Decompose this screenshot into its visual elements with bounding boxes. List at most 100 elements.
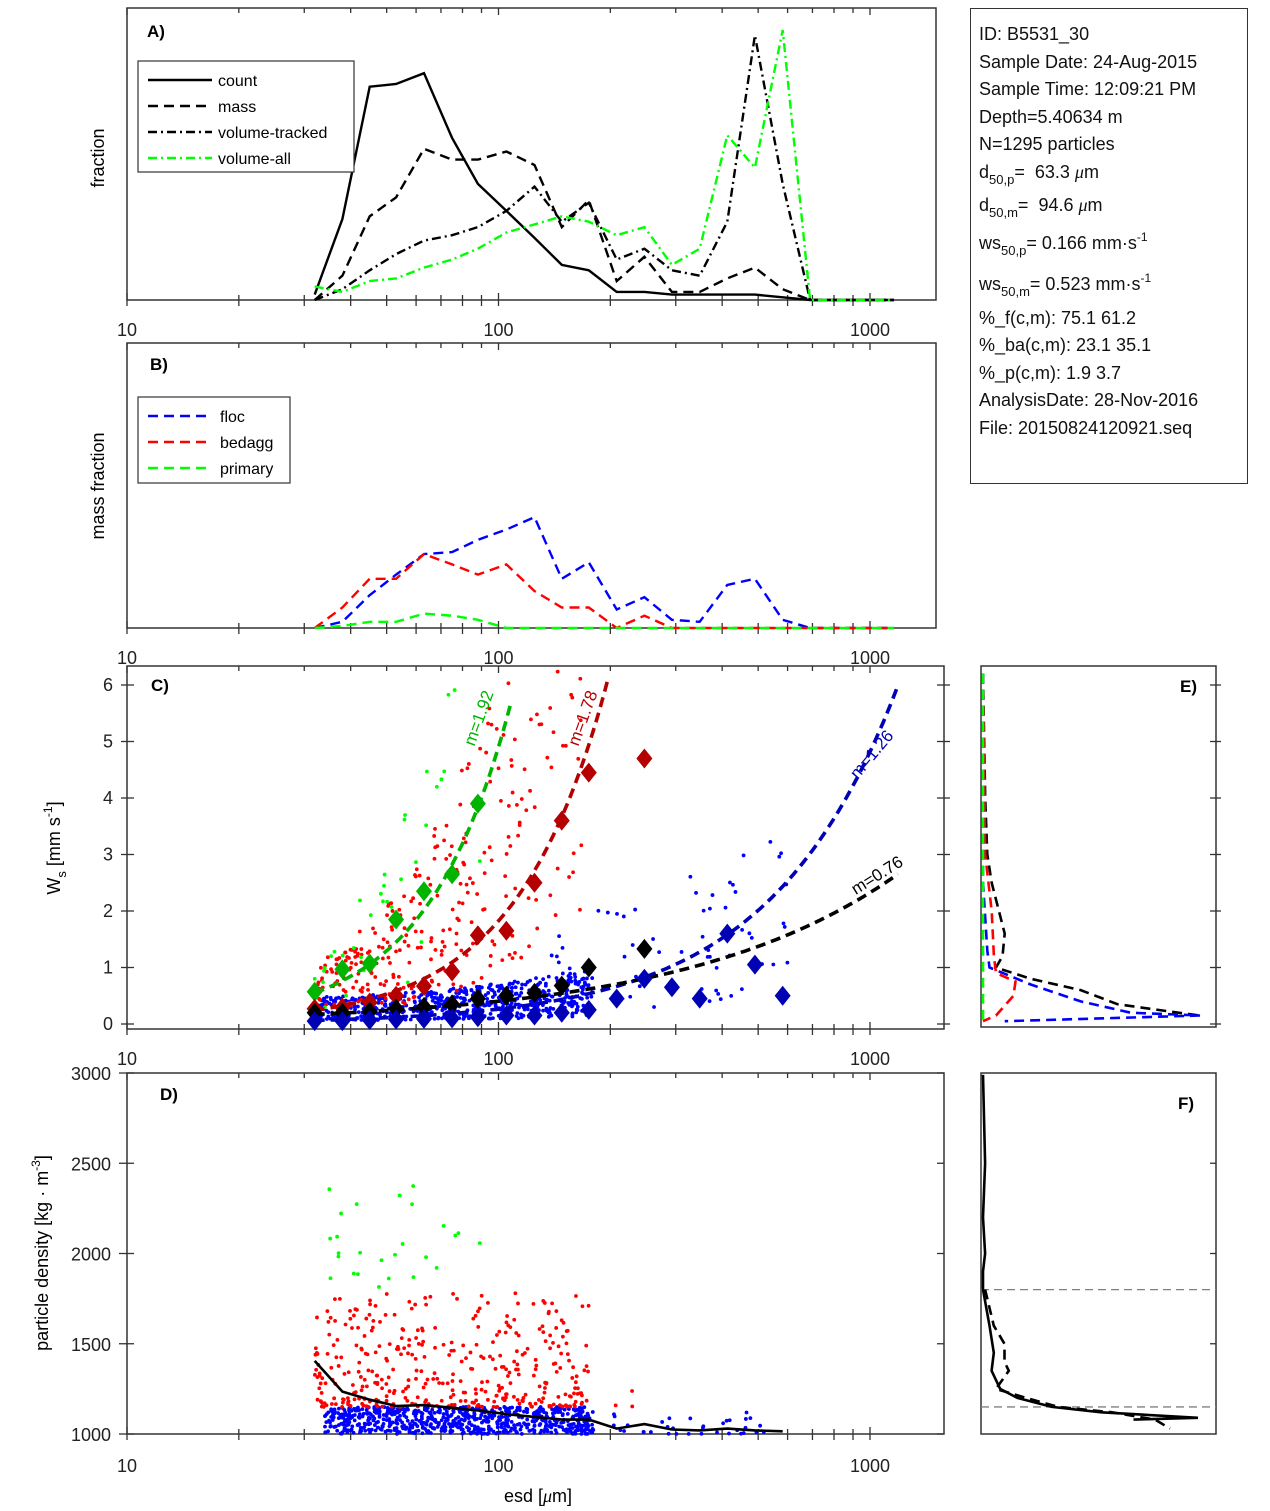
median-diamond-floc bbox=[306, 1011, 323, 1032]
scatter-point-floc bbox=[584, 1431, 588, 1436]
scatter-point-bedagg bbox=[409, 1306, 414, 1311]
scatter-point-floc bbox=[581, 987, 585, 992]
info-particle-count: N=1295 particles bbox=[979, 134, 1115, 154]
scatter-point-floc bbox=[420, 1411, 425, 1416]
scatter-point-primary bbox=[322, 966, 327, 970]
scatter-point-floc bbox=[657, 950, 662, 954]
scatter-point-floc bbox=[495, 1425, 500, 1430]
scatter-point-floc bbox=[436, 1409, 441, 1414]
scatter-point-bedagg bbox=[430, 979, 435, 984]
scatter-point-bedagg bbox=[507, 952, 512, 957]
scatter-point-floc bbox=[357, 1416, 362, 1420]
scatter-point-floc bbox=[451, 1410, 456, 1414]
scatter-point-bedagg bbox=[547, 1309, 551, 1314]
scatter-point-floc bbox=[493, 1004, 498, 1009]
scatter-point-floc bbox=[331, 1015, 336, 1019]
scatter-point-bedagg bbox=[454, 931, 459, 936]
scatter-point-bedagg bbox=[495, 1333, 499, 1337]
scatter-point-floc bbox=[727, 1418, 732, 1423]
scatter-point-floc bbox=[553, 1428, 558, 1433]
scatter-point-floc bbox=[542, 1429, 547, 1434]
scatter-point-bedagg bbox=[385, 913, 389, 918]
scatter-point-bedagg bbox=[541, 1396, 546, 1401]
scatter-point-floc bbox=[758, 1423, 763, 1428]
scatter-point-floc bbox=[341, 994, 346, 999]
median-diamond-floc bbox=[636, 968, 653, 989]
legend-label-floc: floc bbox=[220, 409, 245, 426]
scatter-point-floc bbox=[419, 1421, 424, 1426]
scatter-point-floc bbox=[440, 1016, 444, 1021]
scatter-point-bedagg bbox=[551, 1402, 556, 1407]
scatter-point-floc bbox=[440, 1426, 444, 1431]
scatter-point-bedagg bbox=[384, 1382, 389, 1386]
scatter-point-bedagg bbox=[498, 1353, 503, 1358]
scatter-point-bedagg bbox=[333, 1319, 337, 1323]
scatter-point-floc bbox=[541, 977, 546, 982]
scatter-point-floc bbox=[461, 996, 466, 1001]
scatter-point-floc bbox=[414, 1417, 419, 1422]
scatter-point-floc bbox=[324, 994, 329, 999]
scatter-point-bedagg bbox=[386, 955, 391, 960]
scatter-point-bedagg bbox=[406, 943, 411, 948]
scatter-point-floc bbox=[413, 1414, 418, 1418]
scatter-point-bedagg bbox=[343, 1322, 348, 1327]
scatter-point-bedagg bbox=[390, 909, 395, 913]
scatter-point-bedagg bbox=[447, 1353, 452, 1357]
scatter-point-bedagg bbox=[548, 706, 553, 710]
scatter-point-bedagg bbox=[549, 765, 554, 770]
scatter-point-floc bbox=[480, 1420, 484, 1425]
scatter-point-bedagg bbox=[357, 1360, 362, 1365]
scatter-point-bedagg bbox=[509, 758, 514, 762]
scatter-point-floc bbox=[430, 1426, 435, 1430]
scatter-point-bedagg bbox=[346, 1370, 351, 1375]
scatter-point-floc bbox=[688, 1416, 693, 1421]
scatter-point-floc bbox=[377, 1409, 382, 1414]
scatter-point-bedagg bbox=[350, 1383, 355, 1387]
series-bedagg bbox=[313, 552, 894, 630]
panel-f-axes-box bbox=[980, 1072, 1217, 1435]
scatter-point-floc bbox=[499, 1425, 504, 1430]
scatter-point-floc bbox=[545, 1429, 550, 1434]
scatter-point-floc bbox=[358, 1430, 362, 1435]
scatter-point-bedagg bbox=[491, 1340, 495, 1345]
scatter-point-bedagg bbox=[515, 1362, 520, 1367]
scatter-point-bedagg bbox=[584, 1398, 589, 1403]
scatter-point-floc bbox=[590, 976, 595, 980]
scatter-point-floc bbox=[564, 992, 569, 996]
scatter-point-floc bbox=[596, 908, 601, 913]
scatter-point-floc bbox=[447, 1422, 451, 1426]
scatter-point-bedagg bbox=[383, 996, 388, 1001]
scatter-point-floc bbox=[432, 1016, 437, 1021]
scatter-point-bedagg bbox=[320, 976, 324, 981]
scatter-point-bedagg bbox=[520, 1398, 525, 1403]
scatter-point-bedagg bbox=[553, 913, 558, 917]
scatter-point-bedagg bbox=[579, 1391, 584, 1396]
scatter-point-bedagg bbox=[461, 1343, 466, 1348]
scatter-point-bedagg bbox=[392, 1312, 397, 1317]
panel-d-label: D) bbox=[160, 1085, 178, 1104]
scatter-point-floc bbox=[707, 999, 712, 1004]
scatter-point-floc bbox=[560, 945, 565, 950]
density-profile-count bbox=[981, 1074, 1199, 1421]
scatter-point-floc bbox=[523, 1422, 528, 1427]
scatter-point-bedagg bbox=[319, 1391, 324, 1395]
scatter-point-floc bbox=[475, 1425, 480, 1430]
scatter-point-bedagg bbox=[506, 1374, 510, 1378]
scatter-point-bedagg bbox=[345, 955, 350, 959]
scatter-point-floc bbox=[634, 974, 638, 979]
scatter-point-floc bbox=[499, 1422, 504, 1427]
scatter-point-floc bbox=[366, 1415, 371, 1420]
scatter-point-floc bbox=[360, 1407, 365, 1412]
scatter-point-floc bbox=[490, 995, 495, 999]
scatter-point-bedagg bbox=[374, 1402, 379, 1407]
scatter-point-bedagg bbox=[415, 1395, 420, 1400]
scatter-point-bedagg bbox=[403, 1386, 408, 1391]
scatter-point-primary bbox=[377, 1285, 381, 1289]
scatter-point-primary bbox=[446, 692, 451, 697]
scatter-point-bedagg bbox=[380, 956, 385, 961]
median-diamond-all bbox=[526, 982, 543, 1003]
legend-label-primary: primary bbox=[220, 461, 273, 478]
scatter-point-floc bbox=[507, 1409, 512, 1414]
fit-label-floc: m=1.26 bbox=[846, 726, 897, 782]
median-diamond-floc bbox=[498, 1005, 515, 1026]
